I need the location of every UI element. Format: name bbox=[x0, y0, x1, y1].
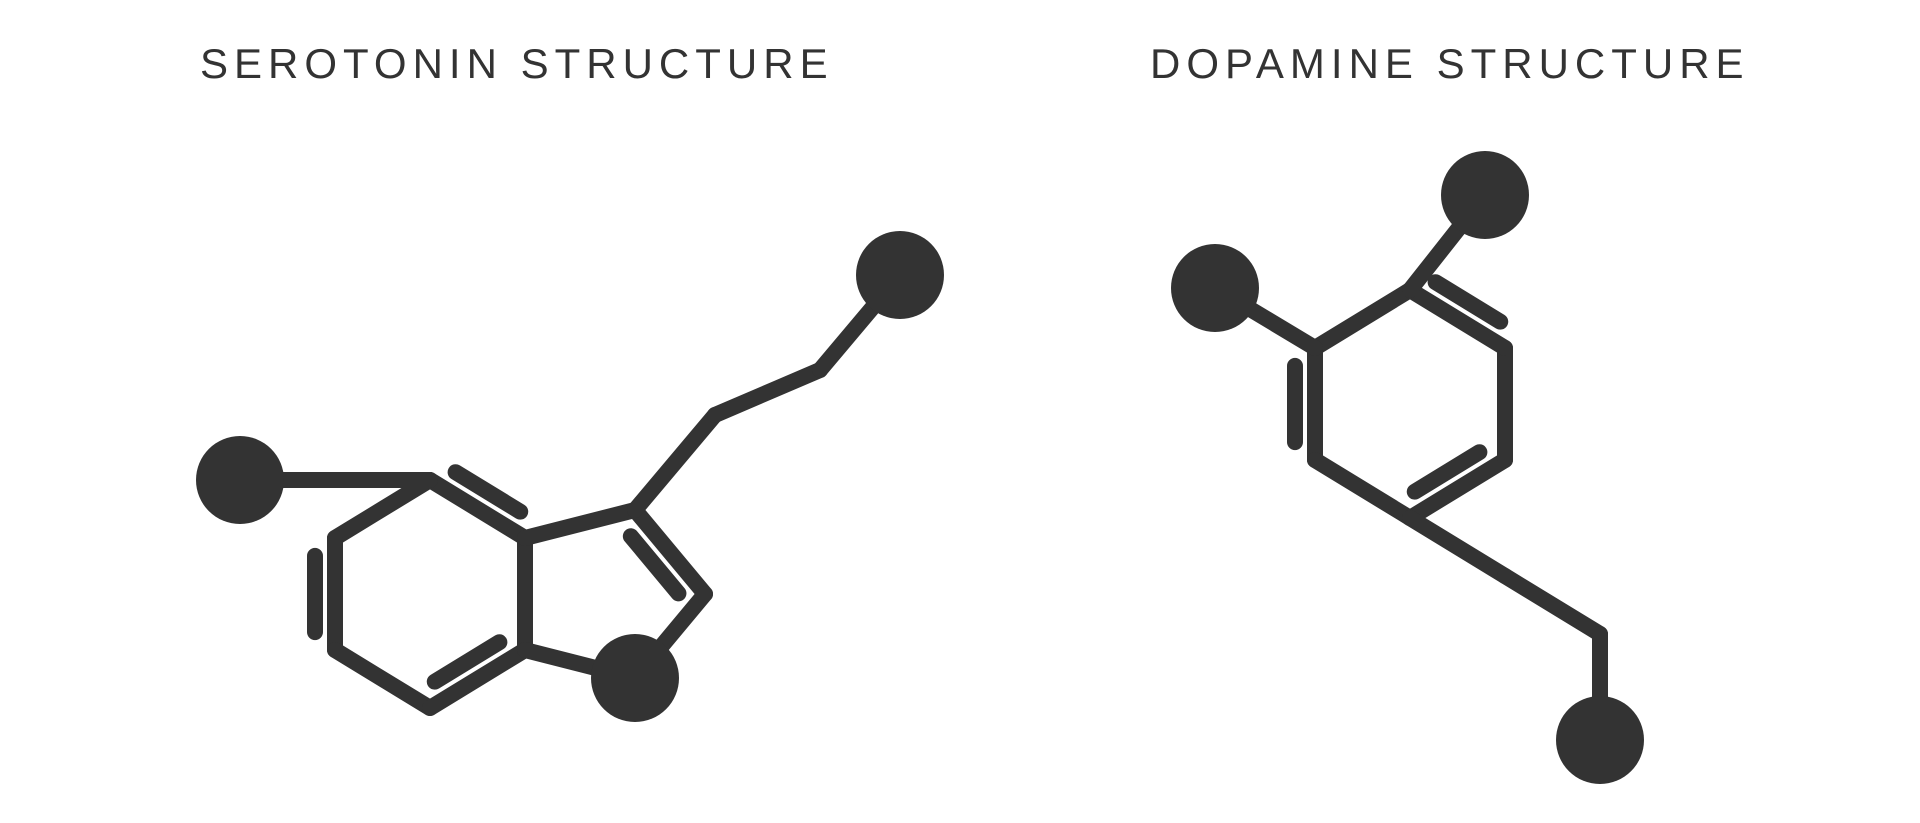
dopamine-diagram bbox=[1100, 130, 1800, 810]
page: SEROTONIN STRUCTURE DOPAMINE STRUCTURE bbox=[0, 0, 1920, 823]
serotonin-diagram bbox=[120, 160, 980, 780]
serotonin-title: SEROTONIN STRUCTURE bbox=[200, 40, 834, 88]
dopamine-title: DOPAMINE STRUCTURE bbox=[1150, 40, 1750, 88]
